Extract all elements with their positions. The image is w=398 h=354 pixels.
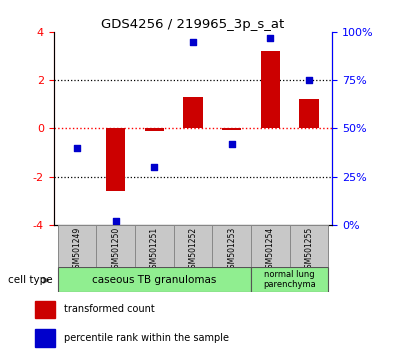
- Text: cell type: cell type: [8, 275, 53, 285]
- Text: GSM501253: GSM501253: [227, 227, 236, 273]
- Point: [74, 145, 80, 150]
- Bar: [290, 225, 328, 267]
- Point: [151, 164, 158, 170]
- Text: GSM501250: GSM501250: [111, 227, 120, 273]
- Bar: [251, 225, 290, 267]
- Text: percentile rank within the sample: percentile rank within the sample: [64, 333, 229, 343]
- Bar: [35, 329, 55, 347]
- Text: GSM501254: GSM501254: [266, 227, 275, 273]
- Text: transformed count: transformed count: [64, 304, 154, 314]
- Point: [228, 141, 235, 147]
- Bar: [222, 128, 242, 130]
- Text: GSM501252: GSM501252: [189, 227, 197, 273]
- Bar: [144, 128, 164, 131]
- Text: GSM501249: GSM501249: [72, 227, 82, 273]
- Bar: [96, 225, 135, 267]
- Bar: [251, 267, 328, 292]
- Point: [190, 39, 196, 44]
- Text: GSM501255: GSM501255: [304, 227, 314, 273]
- Bar: [58, 225, 96, 267]
- Point: [113, 218, 119, 224]
- Bar: [174, 225, 213, 267]
- Bar: [35, 301, 55, 318]
- Bar: [213, 225, 251, 267]
- Bar: [135, 225, 174, 267]
- Point: [306, 77, 312, 83]
- Text: GSM501251: GSM501251: [150, 227, 159, 273]
- Bar: [106, 128, 125, 191]
- Bar: [261, 51, 280, 128]
- Text: normal lung
parenchyma: normal lung parenchyma: [263, 270, 316, 289]
- Bar: [58, 267, 251, 292]
- Text: caseous TB granulomas: caseous TB granulomas: [92, 275, 217, 285]
- Point: [267, 35, 273, 40]
- Bar: [299, 99, 319, 128]
- Title: GDS4256 / 219965_3p_s_at: GDS4256 / 219965_3p_s_at: [101, 18, 285, 31]
- Bar: [183, 97, 203, 128]
